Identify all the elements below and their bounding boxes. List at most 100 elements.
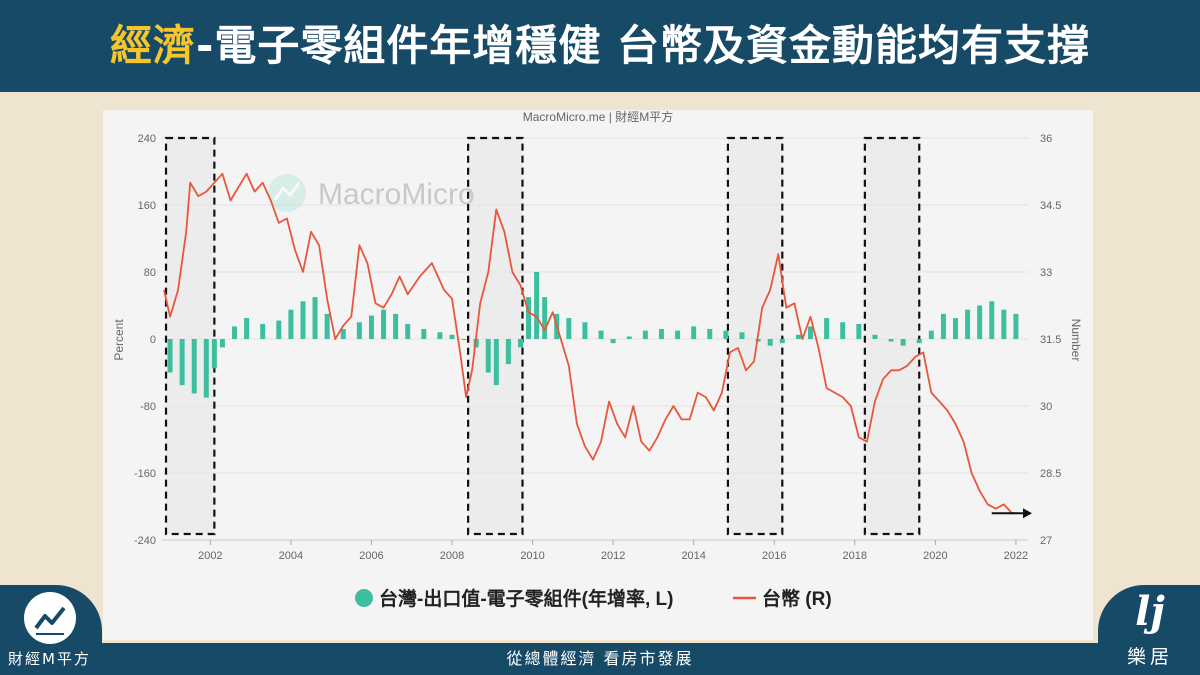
bar: [191, 339, 197, 394]
left-brand: 財經M平方: [8, 650, 91, 668]
y-axis-left-label: Percent: [112, 319, 126, 361]
bar: [795, 334, 801, 339]
header-bar: [0, 0, 1200, 92]
bar: [916, 339, 922, 344]
twd-line: [163, 172, 1016, 515]
y-tick-left: 160: [138, 200, 156, 212]
bar: [1001, 309, 1007, 339]
bar: [940, 313, 946, 339]
bar: [856, 323, 862, 339]
right-logo-bg: [1098, 585, 1200, 675]
x-tick-label: 2020: [923, 550, 947, 562]
y-tick-right: 36: [1040, 133, 1052, 145]
x-tick-label: 2008: [440, 550, 464, 562]
bar: [288, 309, 294, 339]
bar: [707, 328, 713, 339]
legend-bar-marker: [355, 589, 373, 607]
bar: [356, 322, 362, 339]
bar: [179, 339, 185, 386]
bar: [393, 313, 399, 339]
footer-slogan: 從總體經濟 看房市發展: [506, 649, 694, 668]
shaded-band: [468, 138, 523, 534]
y-tick-right: 30: [1040, 401, 1052, 413]
x-tick-label: 2014: [681, 550, 705, 562]
bar: [276, 320, 282, 339]
y-tick-right: 27: [1040, 535, 1052, 547]
x-tick-label: 2002: [198, 550, 222, 562]
right-brand: 樂居: [1126, 646, 1173, 668]
bar: [965, 309, 971, 339]
y-axis-right-label: Number: [1069, 319, 1083, 362]
shaded-band: [727, 138, 783, 534]
x-tick-label: 2022: [1004, 550, 1028, 562]
bar: [807, 326, 813, 339]
legend-bar-label: 台灣-出口值-電子零組件(年增率, L): [379, 587, 673, 610]
bar: [437, 332, 443, 339]
bar: [779, 339, 785, 344]
y-tick-left: -160: [134, 468, 156, 480]
bar: [900, 339, 906, 346]
legend-line-label: 台幣 (R): [762, 587, 832, 610]
bar: [739, 332, 745, 339]
y-tick-left: 240: [138, 133, 156, 145]
bar: [824, 318, 830, 339]
bar: [421, 328, 427, 339]
bar: [505, 339, 511, 365]
y-tick-left: -240: [134, 535, 156, 547]
bar: [566, 318, 572, 339]
chart-source: MacroMicro.me | 財經M平方: [523, 109, 673, 124]
y-tick-right: 33: [1040, 267, 1052, 279]
bar: [542, 297, 548, 339]
chart-watermark: MacroMicro: [318, 178, 475, 211]
footer-bar: [0, 643, 1200, 675]
bar: [244, 318, 250, 339]
y-tick-right: 31.5: [1040, 334, 1061, 346]
bar: [324, 313, 330, 339]
bar: [167, 339, 173, 373]
bar: [642, 330, 648, 339]
bar: [211, 339, 217, 369]
bar: [658, 328, 664, 339]
chart-line-logo-icon: [24, 592, 76, 644]
highlight-box: [467, 136, 524, 536]
bar: [626, 336, 632, 339]
bar: [461, 339, 467, 340]
bar: [381, 309, 387, 339]
x-tick-label: 2004: [279, 550, 303, 562]
bar: [534, 272, 540, 339]
x-tick-label: 2016: [762, 550, 786, 562]
y-tick-left: -80: [140, 401, 156, 413]
bar: [767, 339, 773, 346]
bar: [675, 330, 681, 339]
bar: [300, 301, 306, 339]
page-title: 經濟-電子零組件年增穩健 台幣及資金動能均有支撐: [0, 0, 1200, 92]
bar: [340, 328, 346, 339]
legend: 台灣-出口值-電子零組件(年增率, L) 台幣 (R): [355, 587, 832, 610]
bar: [723, 330, 729, 339]
arrow-head: [1023, 508, 1032, 519]
y-tick-right: 34.5: [1040, 200, 1061, 212]
bar: [691, 326, 697, 339]
bar: [517, 339, 523, 348]
bar: [526, 297, 532, 339]
x-tick-label: 2010: [520, 550, 544, 562]
bar: [485, 339, 491, 373]
bar: [888, 339, 894, 342]
bar: [312, 297, 318, 339]
bar: [368, 315, 374, 339]
x-tick-label: 2012: [601, 550, 625, 562]
bar: [928, 330, 934, 339]
bar: [840, 322, 846, 339]
y-tick-left: 0: [150, 334, 156, 346]
x-tick-label: 2006: [359, 550, 383, 562]
bar: [872, 334, 878, 339]
x-tick-label: 2018: [843, 550, 867, 562]
highlight-box: [164, 136, 216, 536]
bar: [405, 323, 411, 339]
y-tick-left: 80: [144, 267, 156, 279]
bar: [610, 339, 616, 344]
bar: [449, 334, 455, 339]
macromicro-watermark-icon: [268, 174, 306, 212]
bar: [989, 301, 995, 339]
